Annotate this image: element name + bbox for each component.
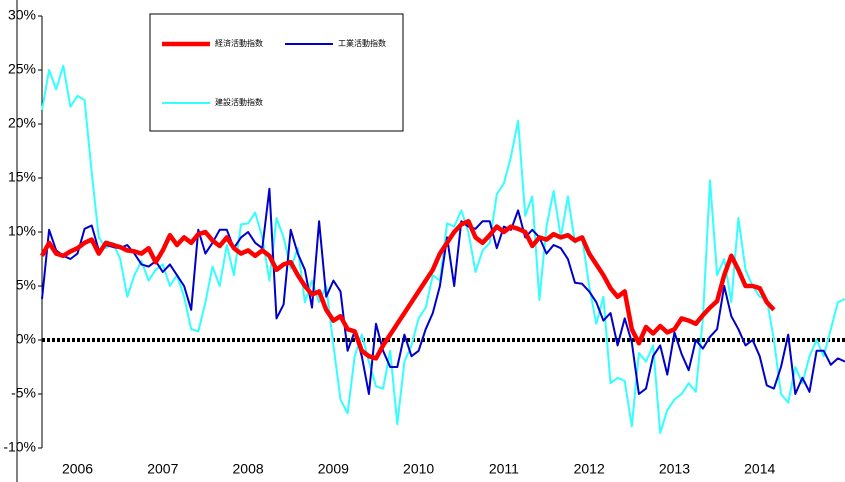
y-tick-label: 5% [16,277,36,293]
x-tick-label: 2013 [659,461,690,477]
y-tick-label: -10% [3,439,36,455]
x-tick-label: 2010 [403,461,434,477]
x-tick-label: 2014 [744,461,775,477]
y-tick-label: 15% [8,169,36,185]
y-tick-label: -5% [11,385,36,401]
series-line [40,218,776,361]
x-tick-label: 2012 [574,461,605,477]
x-tick-label: 2009 [318,461,349,477]
x-tick-label: 2007 [147,461,178,477]
legend-label: 建設活動指数 [215,97,263,107]
x-tick-label: 2008 [233,461,264,477]
y-tick-label: 20% [8,115,36,131]
legend-box [149,13,404,132]
y-tick-label: 30% [8,7,36,23]
x-tick-label: 2011 [489,461,519,477]
legend-label: 経済活動指数 [215,38,263,48]
legend-label: 工業活動指数 [338,38,386,48]
y-tick-label: 10% [8,223,36,239]
x-tick-label: 2006 [62,461,93,477]
series-line [41,187,845,395]
y-tick-label: 0% [16,331,36,347]
y-tick-label: 25% [8,61,36,77]
